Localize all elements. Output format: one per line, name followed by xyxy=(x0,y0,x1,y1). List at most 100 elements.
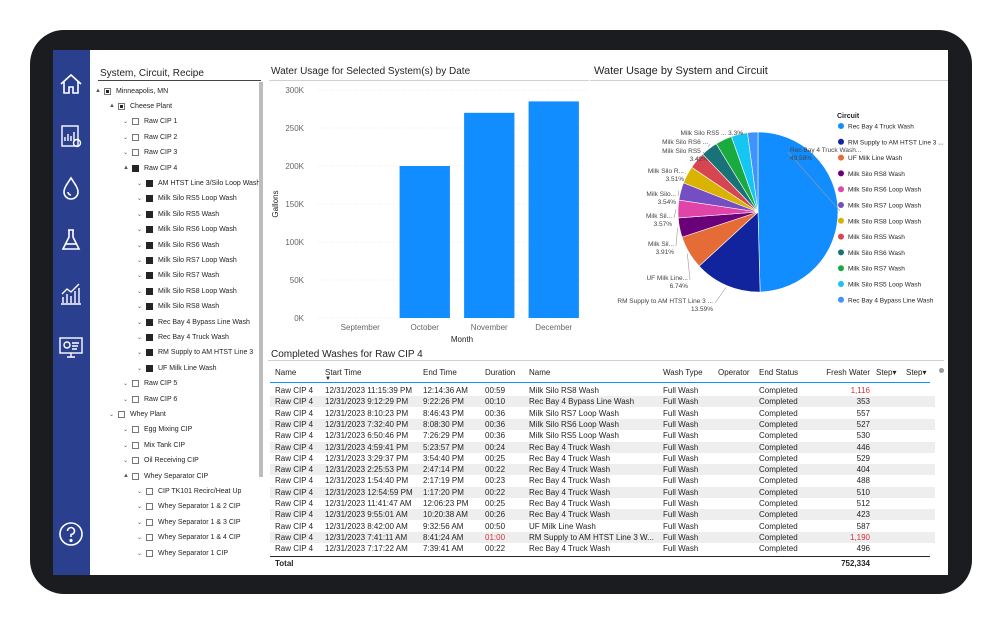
checkbox[interactable] xyxy=(146,503,153,511)
slicer-item[interactable]: ⌄ Milk Silo RS8 Wash xyxy=(137,300,219,314)
expand-icon[interactable]: ⌄ xyxy=(137,257,143,264)
slicer-item[interactable]: ⌄ RM Supply to AM HTST Line 3 xyxy=(137,346,253,360)
expand-icon[interactable]: ⌄ xyxy=(123,150,129,157)
column-header[interactable]: Start Time xyxy=(325,368,362,377)
expand-icon[interactable]: ⌄ xyxy=(137,550,143,557)
expand-icon[interactable]: ⌄ xyxy=(123,458,129,465)
bar[interactable] xyxy=(399,166,450,318)
collapse-icon[interactable]: ▲ xyxy=(95,88,101,94)
collapse-icon[interactable]: ▲ xyxy=(109,103,115,110)
slicer-item[interactable]: ⌄ Raw CIP 2 xyxy=(123,130,177,144)
slicer-item[interactable]: ⌄ Milk Silo RS5 Loop Wash xyxy=(137,192,237,206)
checkbox[interactable] xyxy=(132,395,139,403)
table-row[interactable]: Raw CIP 4 12/31/2023 2:25:53 PM 2:47:14 PM… xyxy=(270,464,935,476)
table-row[interactable]: Raw CIP 4 12/31/2023 7:32:40 PM 8:08:30 PM… xyxy=(270,418,935,430)
expand-icon[interactable]: ⌄ xyxy=(123,442,129,449)
checkbox[interactable] xyxy=(146,272,153,280)
checkbox[interactable] xyxy=(146,195,153,203)
slicer-scrollbar[interactable] xyxy=(259,82,263,477)
slicer-item[interactable]: ⌄ Rec Bay 4 Bypass Line Wash xyxy=(137,315,250,329)
legend-label[interactable]: UF Milk Line Wash xyxy=(848,155,903,162)
column-header[interactable]: End Time xyxy=(423,368,457,377)
help-icon[interactable] xyxy=(57,520,85,548)
expand-icon[interactable]: ⌄ xyxy=(123,134,129,141)
checkbox[interactable] xyxy=(146,364,153,372)
slicer-item[interactable]: ⌄ UF Milk Line Wash xyxy=(137,361,216,375)
legend-label[interactable]: Rec Bay 4 Bypass Line Wash xyxy=(848,297,934,304)
column-header[interactable]: Step▾ xyxy=(906,368,927,377)
column-header[interactable]: Name xyxy=(275,368,297,377)
flask-icon[interactable] xyxy=(57,226,85,254)
slicer-item[interactable]: ⌄ Raw CIP 3 xyxy=(123,146,177,160)
collapse-icon[interactable]: ▲ xyxy=(123,165,129,171)
expand-icon[interactable]: ⌄ xyxy=(123,381,129,388)
slicer-item[interactable]: ⌄ Milk Silo RS7 Loop Wash xyxy=(137,253,237,267)
expand-icon[interactable]: ⌄ xyxy=(137,180,143,187)
home-icon[interactable] xyxy=(57,70,85,98)
water-drop-icon[interactable] xyxy=(57,174,85,202)
slicer-item[interactable]: ▲ Raw CIP 4 xyxy=(123,161,177,175)
slicer-item[interactable]: ⌄ Whey Separator 1 & 4 CIP xyxy=(137,531,240,545)
legend-label[interactable]: Milk Silo RS6 Loop Wash xyxy=(848,187,921,194)
expand-icon[interactable]: ⌄ xyxy=(137,273,143,280)
expand-icon[interactable]: ⌄ xyxy=(137,334,143,341)
column-header[interactable]: Operator xyxy=(718,368,750,377)
table-row[interactable]: Raw CIP 4 12/31/2023 12:54:59 PM 1:17:20 P… xyxy=(270,486,935,498)
checkbox[interactable] xyxy=(146,534,153,542)
legend-label[interactable]: Milk Silo RS7 Loop Wash xyxy=(848,203,921,210)
slicer-item[interactable]: ⌄ Whey Separator 1 & 3 CIP xyxy=(137,515,240,529)
slicer-item[interactable]: ▲ Cheese Plant xyxy=(109,99,172,113)
checkbox[interactable] xyxy=(132,149,139,157)
checkbox[interactable] xyxy=(104,87,111,95)
checkbox[interactable] xyxy=(146,349,153,357)
slicer-item[interactable]: ⌄ Whey Separator 1 CIP xyxy=(137,546,228,560)
expand-icon[interactable]: ⌄ xyxy=(137,304,143,311)
checkbox[interactable] xyxy=(146,241,153,249)
slicer-item[interactable]: ⌄ Milk Silo RS5 Wash xyxy=(137,207,219,221)
checkbox[interactable] xyxy=(146,226,153,234)
slicer-item[interactable]: ⌄ Mix Tank CIP xyxy=(123,438,185,452)
slicer-item[interactable]: ⌄ Rec Bay 4 Truck Wash xyxy=(137,330,229,344)
checkbox[interactable] xyxy=(132,380,139,388)
column-header[interactable]: End Status xyxy=(759,368,799,377)
table-row[interactable]: Raw CIP 4 12/31/2023 3:29:37 PM 3:54:40 PM… xyxy=(270,453,935,464)
report-icon[interactable] xyxy=(57,122,85,150)
table-row[interactable]: Raw CIP 4 12/31/2023 1:54:40 PM 2:17:19 PM… xyxy=(270,475,935,486)
slicer-item[interactable]: ⌄ Raw CIP 1 xyxy=(123,115,177,129)
slicer-item[interactable]: ⌄ Milk Silo RS8 Loop Wash xyxy=(137,284,237,298)
checkbox[interactable] xyxy=(132,133,139,141)
expand-icon[interactable]: ⌄ xyxy=(123,396,129,403)
slicer-item[interactable]: ⌄ Raw CIP 5 xyxy=(123,377,177,391)
checkbox[interactable] xyxy=(146,518,153,526)
slicer-item[interactable]: ⌄ Milk Silo RS6 Wash xyxy=(137,238,219,252)
slicer-item[interactable]: ⌄ Raw CIP 6 xyxy=(123,392,177,406)
collapse-icon[interactable]: ▲ xyxy=(123,473,129,479)
bar[interactable] xyxy=(528,101,579,319)
slicer-item[interactable]: ⌄ CIP TK101 Recirc/Heat Up xyxy=(137,484,241,498)
checkbox[interactable] xyxy=(146,487,153,495)
pie-slice[interactable] xyxy=(747,131,759,213)
table-row[interactable]: Raw CIP 4 12/31/2023 7:17:22 AM 7:39:41 AM… xyxy=(270,543,935,554)
table-row[interactable]: Raw CIP 4 12/31/2023 9:55:01 AM 10:20:38 A… xyxy=(270,509,935,521)
pie-slice[interactable] xyxy=(757,131,839,293)
expand-icon[interactable]: ⌄ xyxy=(137,365,143,372)
slicer-item[interactable]: ⌄ Milk Silo RS7 Wash xyxy=(137,269,219,283)
expand-icon[interactable]: ⌄ xyxy=(137,196,143,203)
table-row[interactable]: Raw CIP 4 12/31/2023 4:59:41 PM 5:23:57 PM… xyxy=(270,441,935,453)
checkbox[interactable] xyxy=(146,303,153,311)
expand-icon[interactable]: ⌄ xyxy=(137,350,143,357)
checkbox[interactable] xyxy=(146,256,153,264)
checkbox[interactable] xyxy=(132,457,139,465)
table-row[interactable]: Raw CIP 4 12/31/2023 11:15:39 PM 12:14:36 … xyxy=(270,385,935,396)
table-row[interactable]: Raw CIP 4 12/31/2023 8:42:00 AM 9:32:56 AM… xyxy=(270,521,935,532)
expand-icon[interactable]: ⌄ xyxy=(137,319,143,326)
table-row[interactable]: Raw CIP 4 12/31/2023 9:12:29 PM 9:22:26 PM… xyxy=(270,396,935,408)
checkbox[interactable] xyxy=(146,287,153,295)
checkbox[interactable] xyxy=(146,179,153,187)
legend-label[interactable]: Rec Bay 4 Truck Wash xyxy=(848,124,914,131)
expand-icon[interactable]: ⌄ xyxy=(137,535,143,542)
slicer-item[interactable]: ⌄ Whey Separator 1 & 2 CIP xyxy=(137,500,240,514)
expand-icon[interactable]: ⌄ xyxy=(137,242,143,249)
checkbox[interactable] xyxy=(118,410,125,418)
analytics-icon[interactable] xyxy=(57,280,85,308)
